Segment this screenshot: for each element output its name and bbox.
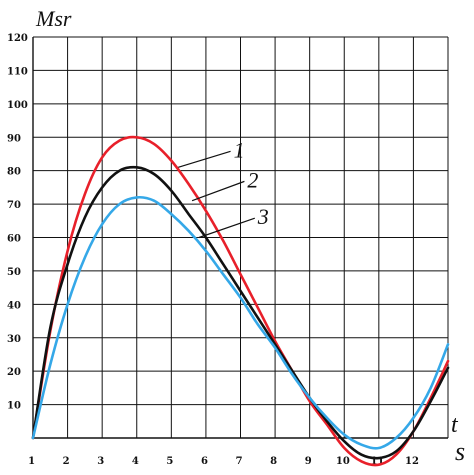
- x-tick-label: 12: [405, 456, 419, 467]
- grid: [33, 36, 449, 438]
- y-tick-label: 70: [7, 200, 21, 211]
- x-axis-unit: s: [455, 437, 465, 466]
- x-tick-label: 1: [28, 456, 35, 467]
- series-line-1: [31, 135, 450, 467]
- y-tick-label: 80: [7, 167, 21, 178]
- curve-label-leader: [198, 217, 255, 239]
- y-tick-label: 10: [7, 401, 21, 412]
- y-tick-label: 50: [7, 267, 21, 278]
- x-tick-label: 11: [370, 456, 384, 467]
- y-tick-label: 90: [7, 133, 21, 144]
- y-axis-label: Msr: [35, 6, 72, 31]
- y-tick-label: 100: [7, 100, 28, 111]
- x-tick-label: 10: [336, 456, 350, 467]
- x-tick-label: 8: [270, 456, 277, 467]
- x-tick-label: 3: [97, 456, 104, 467]
- series-line-3: [31, 195, 450, 450]
- y-tick-label: 110: [7, 66, 28, 77]
- x-tick-label: 5: [166, 456, 173, 467]
- curve-label-leader: [178, 150, 231, 168]
- y-tick-label: 120: [7, 33, 28, 44]
- x-tick-label: 2: [63, 456, 70, 467]
- curve-label-1: 1: [234, 137, 245, 162]
- curve-label-2: 2: [247, 167, 258, 192]
- x-tick-label: 7: [236, 456, 243, 467]
- series-line-2: [31, 165, 450, 460]
- axes: [32, 37, 448, 439]
- curve-label-3: 3: [257, 204, 269, 229]
- curve-label-leader: [191, 180, 245, 202]
- y-tick-label: 60: [7, 234, 21, 245]
- y-tick-label: 30: [7, 334, 21, 345]
- x-tick-label: 6: [201, 456, 208, 467]
- y-tick-label: 40: [7, 300, 21, 311]
- x-axis-label: t: [451, 412, 459, 438]
- series-lines: [31, 135, 450, 467]
- x-tick-label: 4: [132, 456, 139, 467]
- curve-labels: 12 3: [178, 137, 269, 239]
- x-tick-label: 9: [305, 456, 312, 467]
- y-tick-label: 20: [7, 367, 21, 378]
